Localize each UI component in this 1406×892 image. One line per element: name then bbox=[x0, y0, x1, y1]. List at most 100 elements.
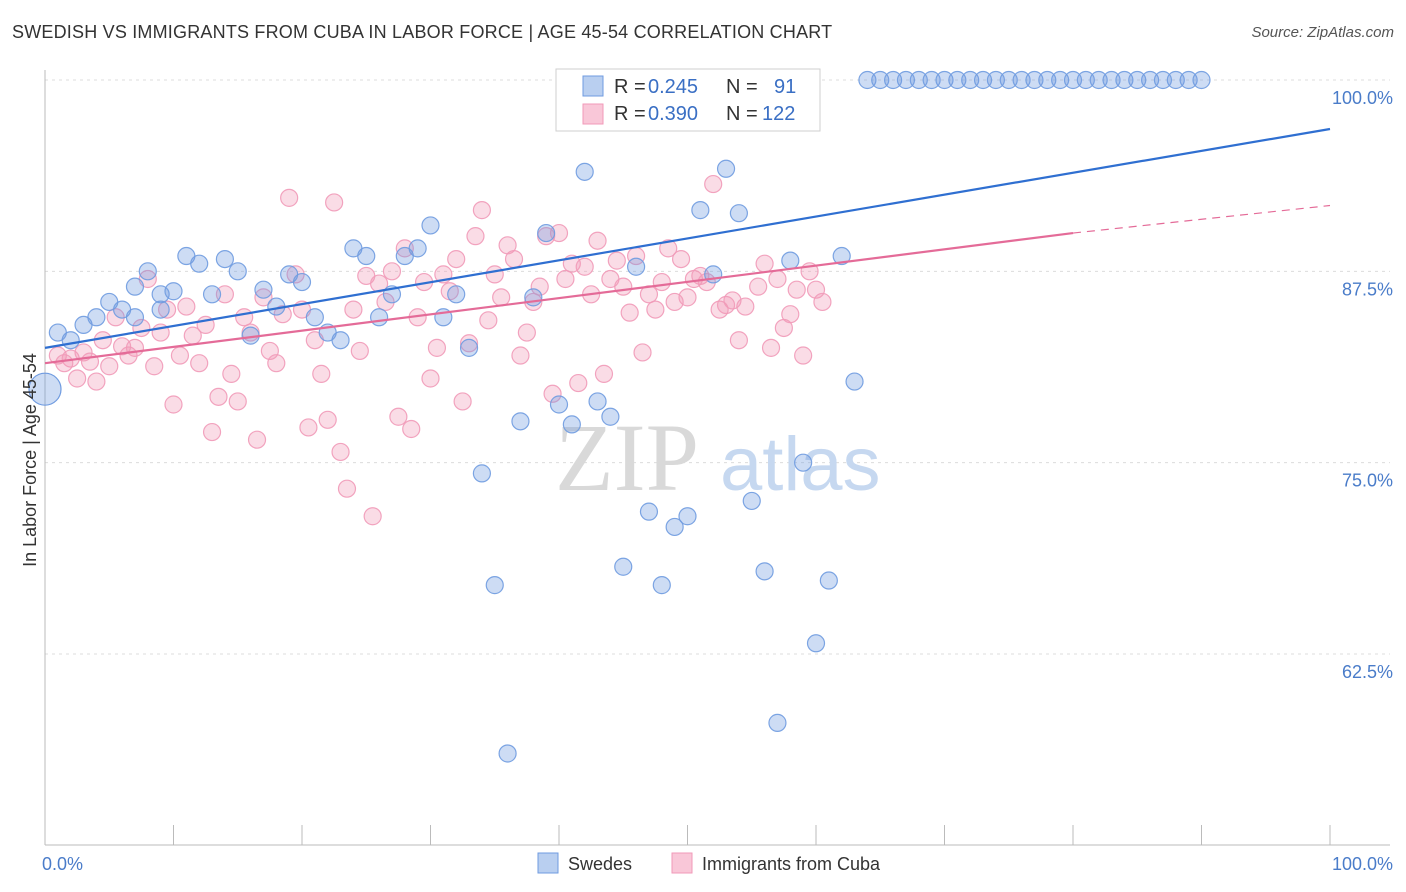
cuba-point-18 bbox=[164, 395, 183, 414]
cuba-point-77 bbox=[543, 384, 562, 403]
cuba-point-17 bbox=[157, 300, 177, 319]
swedes-point-13 bbox=[190, 254, 209, 273]
swedes-point-84 bbox=[1102, 70, 1121, 90]
y-tick-label-0: 62.5% bbox=[1342, 662, 1393, 682]
cuba-point-69 bbox=[492, 288, 511, 307]
cuba-point-107 bbox=[736, 297, 755, 316]
legend-r-label-cuba: R = bbox=[614, 103, 646, 125]
swedes-point-50 bbox=[665, 517, 684, 537]
legend-n-label-cuba: N = bbox=[726, 103, 758, 125]
cuba-point-45 bbox=[337, 479, 357, 498]
cuba-point-25 bbox=[209, 387, 228, 406]
swedes-point-8 bbox=[138, 262, 157, 281]
swedes-point-34 bbox=[459, 338, 479, 357]
trend-line-cuba bbox=[44, 231, 1074, 365]
cuba-point-85 bbox=[594, 364, 614, 383]
swedes-point-42 bbox=[562, 415, 581, 434]
cuba-point-111 bbox=[761, 338, 781, 357]
swedes-point-54 bbox=[716, 159, 736, 178]
swedes-point-79 bbox=[1038, 70, 1057, 90]
cuba-point-54 bbox=[395, 239, 414, 258]
swedes-point-1 bbox=[61, 331, 80, 350]
cuba-point-84 bbox=[588, 231, 607, 250]
swedes-point-large bbox=[28, 372, 62, 406]
cuba-point-29 bbox=[235, 308, 254, 327]
series-cuba-points bbox=[48, 70, 832, 526]
cuba-point-94 bbox=[652, 272, 671, 292]
swedes-point-60 bbox=[794, 453, 813, 472]
bottom-legend-swatch-swedes bbox=[537, 852, 559, 874]
trend-line-swedes bbox=[44, 127, 1331, 349]
legend-r-value-cuba: 0.390 bbox=[648, 103, 698, 125]
swedes-point-64 bbox=[845, 372, 864, 391]
swedes-point-68 bbox=[896, 70, 916, 90]
bottom-legend-swatch-cuba bbox=[671, 852, 693, 874]
cuba-point-34 bbox=[267, 354, 286, 373]
cuba-point-50 bbox=[370, 274, 389, 293]
cuba-point-63 bbox=[453, 392, 472, 411]
cuba-point-15 bbox=[145, 357, 164, 376]
swedes-point-66 bbox=[871, 70, 890, 90]
cuba-point-75 bbox=[530, 277, 549, 296]
cuba-point-42 bbox=[318, 410, 337, 429]
cuba-point-43 bbox=[325, 193, 344, 212]
cuba-point-119 bbox=[813, 292, 832, 312]
cuba-point-20 bbox=[177, 297, 196, 316]
legend-n-label-swedes: N = bbox=[726, 76, 758, 98]
swedes-point-62 bbox=[819, 571, 838, 590]
chart-title: SWEDISH VS IMMIGRANTS FROM CUBA IN LABOR… bbox=[12, 22, 833, 42]
legend-swatch-cuba bbox=[582, 103, 604, 125]
cuba-point-87 bbox=[607, 251, 626, 270]
swedes-point-46 bbox=[614, 557, 633, 576]
series-legend: Swedes Immigrants from Cuba bbox=[537, 852, 881, 874]
cuba-point-39 bbox=[299, 418, 318, 437]
swedes-point-3 bbox=[87, 308, 106, 327]
x-tick-labels: 0.0% 100.0% bbox=[42, 854, 1393, 874]
swedes-point-69 bbox=[909, 70, 928, 90]
swedes-point-75 bbox=[986, 70, 1006, 90]
swedes-point-35 bbox=[472, 464, 491, 483]
swedes-point-76 bbox=[999, 70, 1018, 90]
cuba-point-95 bbox=[659, 239, 678, 258]
bottom-legend-label-swedes: Swedes bbox=[568, 854, 632, 874]
swedes-point-45 bbox=[601, 407, 620, 426]
cuba-point-71 bbox=[504, 249, 524, 269]
y-axis-title: In Labor Force | Age 45-54 bbox=[20, 353, 40, 567]
swedes-point-83 bbox=[1089, 70, 1108, 90]
cuba-point-1 bbox=[55, 354, 74, 373]
swedes-point-77 bbox=[1012, 70, 1031, 90]
cuba-point-91 bbox=[633, 343, 652, 362]
x-tick-label-1: 100.0% bbox=[1332, 854, 1393, 874]
y-tick-label-1: 75.0% bbox=[1342, 471, 1393, 491]
swedes-point-90 bbox=[1179, 70, 1198, 90]
swedes-point-49 bbox=[652, 576, 671, 595]
cuba-point-62 bbox=[447, 249, 466, 269]
swedes-point-7 bbox=[125, 277, 145, 296]
swedes-point-41 bbox=[549, 395, 569, 414]
bottom-legend-label-cuba: Immigrants from Cuba bbox=[702, 854, 881, 874]
y-tick-label-2: 87.5% bbox=[1342, 279, 1393, 299]
swedes-point-30 bbox=[408, 239, 427, 258]
swedes-point-39 bbox=[524, 288, 543, 307]
cuba-point-73 bbox=[517, 323, 536, 342]
legend-n-value-cuba: 122 bbox=[762, 103, 795, 125]
cuba-point-104 bbox=[716, 295, 736, 315]
swedes-point-40 bbox=[537, 223, 556, 243]
y-tick-label-3: 100.0% bbox=[1332, 88, 1393, 108]
swedes-point-37 bbox=[498, 744, 517, 763]
watermark-zip: ZIP bbox=[555, 404, 699, 511]
cuba-point-32 bbox=[254, 288, 273, 307]
cuba-point-27 bbox=[222, 364, 241, 383]
legend-r-value-swedes: 0.245 bbox=[648, 76, 698, 98]
cuba-point-66 bbox=[472, 201, 491, 220]
cuba-point-46 bbox=[344, 300, 363, 319]
cuba-point-114 bbox=[781, 305, 800, 324]
cuba-point-93 bbox=[646, 300, 665, 319]
cuba-point-89 bbox=[620, 303, 639, 322]
y-tick-labels: 62.5% 75.0% 87.5% 100.0% bbox=[1332, 88, 1393, 682]
legend-r-label-swedes: R = bbox=[614, 76, 646, 98]
swedes-point-87 bbox=[1140, 70, 1160, 90]
swedes-point-91 bbox=[1192, 70, 1211, 90]
cuba-point-78 bbox=[549, 223, 569, 243]
watermark: ZIP atlas bbox=[555, 404, 881, 511]
